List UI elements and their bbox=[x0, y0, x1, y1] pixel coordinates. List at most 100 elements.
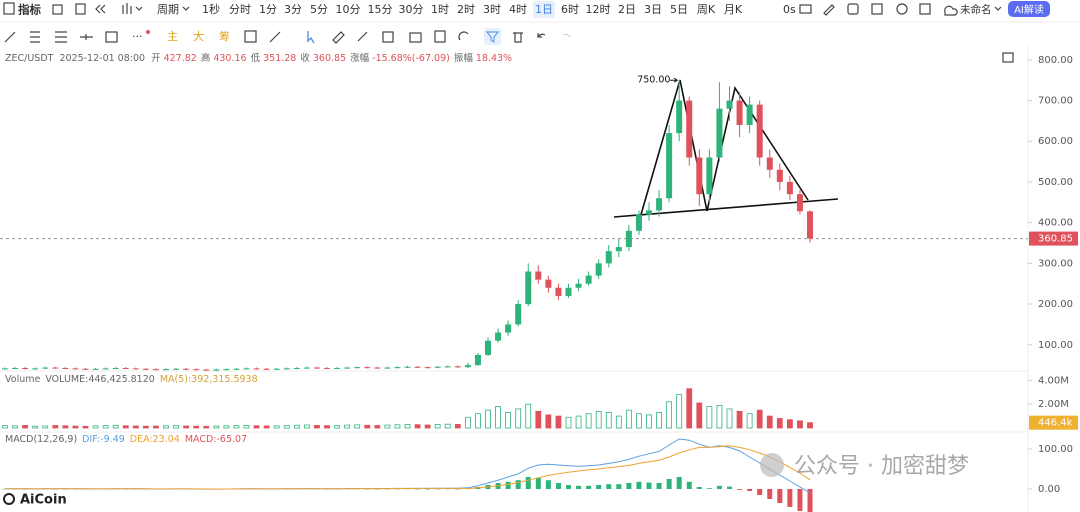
macd-bar bbox=[394, 488, 400, 490]
pattern-drawing[interactable] bbox=[639, 79, 809, 219]
chips-tool[interactable]: 筹 bbox=[219, 29, 230, 43]
candle-body bbox=[92, 368, 99, 370]
volume-bar bbox=[374, 425, 381, 429]
back-icon[interactable] bbox=[95, 4, 106, 14]
dea-line bbox=[4, 445, 811, 490]
volume-tick-label: 2.00M bbox=[1038, 399, 1069, 410]
share-icon[interactable] bbox=[847, 3, 859, 15]
interval-button[interactable]: 15分 bbox=[368, 3, 393, 16]
period-button[interactable]: 周期 bbox=[157, 3, 179, 16]
undo-tool[interactable] bbox=[537, 33, 546, 38]
volume-bar bbox=[173, 425, 179, 429]
settings-icon[interactable] bbox=[896, 3, 908, 15]
volume-bar bbox=[656, 412, 662, 429]
calendar-icon[interactable] bbox=[52, 4, 63, 15]
indicator-button[interactable]: 指标 bbox=[18, 3, 41, 17]
candle-body bbox=[273, 368, 280, 370]
interval-button[interactable]: 周K bbox=[697, 3, 716, 16]
candle-body bbox=[796, 194, 803, 212]
candle-body bbox=[605, 251, 612, 264]
dropdown-icon bbox=[994, 6, 1002, 11]
volume-bar bbox=[22, 424, 29, 429]
interval-button[interactable]: 1分 bbox=[259, 3, 277, 16]
interval-button[interactable]: 1日 bbox=[535, 3, 553, 16]
big-tool[interactable]: 大 bbox=[193, 29, 204, 43]
expand-icon[interactable] bbox=[1002, 52, 1014, 63]
candle-body bbox=[766, 157, 773, 170]
interval-button[interactable]: 10分 bbox=[336, 3, 361, 16]
volume-bar bbox=[475, 413, 481, 429]
macd-bar bbox=[606, 484, 612, 489]
label: 开 bbox=[151, 53, 161, 64]
rect-tool[interactable] bbox=[105, 31, 118, 43]
interval-button[interactable]: 4时 bbox=[509, 3, 527, 16]
interval-button[interactable]: 12时 bbox=[586, 3, 611, 16]
copy-icon[interactable] bbox=[75, 3, 86, 15]
interval-button[interactable]: 1时 bbox=[431, 3, 449, 16]
tool[interactable] bbox=[244, 30, 257, 43]
macd-bar bbox=[576, 485, 582, 489]
layout-icon[interactable] bbox=[919, 3, 931, 15]
interval-button[interactable]: 6时 bbox=[561, 3, 579, 16]
redo-tool[interactable] bbox=[562, 33, 571, 38]
interval-button[interactable]: 5分 bbox=[310, 3, 328, 16]
candle-body bbox=[424, 367, 431, 369]
candle-body bbox=[525, 271, 532, 305]
tool[interactable] bbox=[434, 30, 446, 43]
interval-button[interactable]: 3时 bbox=[483, 3, 501, 16]
delete-tool[interactable] bbox=[513, 32, 523, 43]
interval-button[interactable]: 30分 bbox=[399, 3, 424, 16]
candle-body bbox=[394, 367, 401, 369]
macd-bar bbox=[757, 489, 763, 495]
cloud-icon bbox=[944, 5, 958, 16]
candle-body bbox=[615, 247, 622, 252]
candle-body bbox=[52, 367, 59, 369]
channel-tool[interactable] bbox=[55, 31, 67, 43]
candle-body bbox=[756, 104, 763, 158]
layout-name[interactable]: 未命名 bbox=[960, 3, 992, 16]
candle-body bbox=[173, 368, 180, 370]
interval-button[interactable]: 2时 bbox=[457, 3, 475, 16]
interval-button[interactable]: 月K bbox=[724, 3, 743, 16]
ruler-tool[interactable] bbox=[332, 31, 345, 44]
tool[interactable] bbox=[382, 31, 394, 43]
volume-bar bbox=[233, 425, 240, 429]
camera-icon[interactable] bbox=[799, 4, 812, 14]
interval-button[interactable]: 分时 bbox=[229, 3, 251, 16]
horizontal-tool[interactable] bbox=[80, 34, 93, 40]
candle-body bbox=[585, 275, 592, 284]
interval-button[interactable]: 3分 bbox=[284, 3, 302, 16]
parallel-tool[interactable] bbox=[30, 31, 40, 43]
candle-body bbox=[505, 324, 512, 333]
interval-button[interactable]: 2日 bbox=[618, 3, 636, 16]
candle-body bbox=[72, 368, 79, 370]
interval-button[interactable]: 5日 bbox=[670, 3, 688, 16]
cursor-tool[interactable] bbox=[307, 31, 315, 44]
volume-bar bbox=[776, 418, 783, 429]
ai-button[interactable]: AI解读 bbox=[1014, 3, 1044, 16]
interval-button[interactable]: 1秒 bbox=[202, 2, 220, 16]
magnet-tool[interactable] bbox=[458, 31, 469, 41]
dropdown-icon bbox=[182, 6, 190, 11]
ai-button-bg[interactable] bbox=[1008, 1, 1050, 17]
main-tool[interactable]: 主 bbox=[167, 30, 178, 43]
candle-type-icon[interactable] bbox=[122, 3, 143, 14]
volume-bar bbox=[213, 425, 220, 429]
line-tool[interactable] bbox=[4, 31, 16, 43]
timer: 0s bbox=[783, 3, 796, 16]
candle-body bbox=[354, 367, 361, 369]
more-tool[interactable]: ··· bbox=[132, 30, 143, 43]
interval-button[interactable]: 3日 bbox=[644, 3, 662, 16]
tool[interactable] bbox=[269, 31, 281, 43]
volume-bar bbox=[766, 415, 773, 429]
fullscreen-icon[interactable] bbox=[871, 3, 883, 15]
tool[interactable] bbox=[357, 31, 368, 42]
macd-bar bbox=[807, 489, 813, 512]
candle-body bbox=[555, 287, 562, 296]
label: 涨幅 bbox=[350, 52, 370, 64]
edit-icon[interactable] bbox=[823, 4, 835, 16]
filter-tool[interactable] bbox=[485, 31, 500, 43]
candle-body bbox=[344, 367, 351, 369]
lock-tool[interactable] bbox=[409, 32, 422, 43]
macd-bar bbox=[636, 481, 642, 489]
